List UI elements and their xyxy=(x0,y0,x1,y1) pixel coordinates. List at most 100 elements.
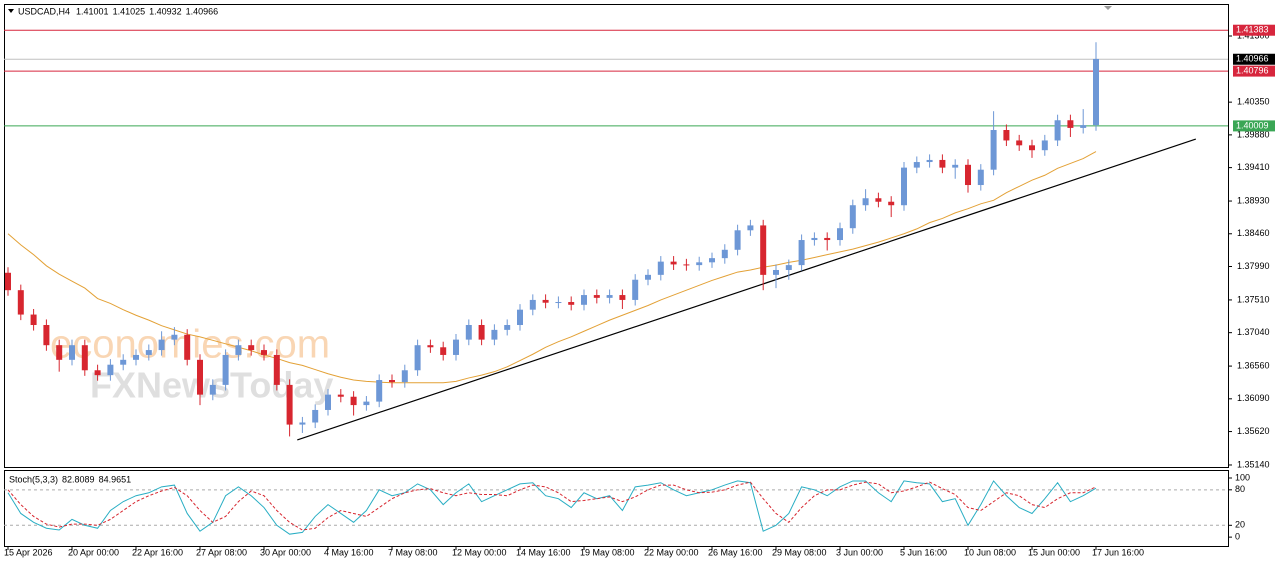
candle-body xyxy=(696,262,703,266)
candle-body xyxy=(478,325,485,340)
x-tick-label: 19 May 08:00 xyxy=(580,547,635,557)
candle-body xyxy=(350,396,357,406)
candle-body xyxy=(952,164,959,168)
candle-body xyxy=(1054,120,1061,141)
candle-body xyxy=(581,295,587,305)
x-tick-label: 30 Apr 00:00 xyxy=(260,547,311,557)
x-tick-label: 17 Jun 16:00 xyxy=(1092,547,1144,557)
y-tick-label: 1.37510 xyxy=(1237,294,1270,304)
candle-body xyxy=(811,237,818,241)
header-value: 1.40932 xyxy=(149,6,182,16)
candle-body xyxy=(1093,58,1099,126)
candle-body xyxy=(69,345,75,360)
y-tick-label: 1.35620 xyxy=(1237,426,1270,436)
candle-body xyxy=(56,345,63,360)
y-tick-label: 0 xyxy=(1235,532,1240,542)
x-tick-label: 27 Apr 08:00 xyxy=(196,547,247,557)
candle-body xyxy=(555,302,562,304)
candle-body xyxy=(222,354,229,385)
x-tick-label: 22 Apr 16:00 xyxy=(132,547,183,557)
y-tick-label: 1.37990 xyxy=(1237,261,1270,271)
candle-body xyxy=(453,339,459,355)
x-tick-label: 5 Jun 16:00 xyxy=(900,547,947,557)
candle-body xyxy=(888,201,895,206)
candle-body xyxy=(529,299,536,310)
candle-body xyxy=(235,345,242,355)
candle-body xyxy=(977,169,984,186)
main-frame xyxy=(4,4,1229,468)
x-tick-label: 15 Apr 2026 xyxy=(4,547,53,557)
candle-body xyxy=(901,167,907,206)
candle-body xyxy=(837,228,843,241)
candle-body xyxy=(43,325,50,346)
moving-average xyxy=(7,151,1097,384)
candle-body xyxy=(299,422,306,425)
x-tick-label: 7 May 08:00 xyxy=(388,547,438,557)
candle-body xyxy=(593,295,600,298)
y-tick-label: 1.35140 xyxy=(1237,459,1270,469)
y-tick-label: 1.40350 xyxy=(1237,97,1270,107)
candle-body xyxy=(17,290,24,315)
candle-body xyxy=(619,295,626,300)
stoch-frame xyxy=(4,470,1229,547)
x-tick-label: 10 Jun 08:00 xyxy=(964,547,1016,557)
trendline xyxy=(297,138,1197,441)
y-tick-label: 100 xyxy=(1235,472,1250,482)
y-tick-label: 1.36090 xyxy=(1237,393,1270,403)
candle-body xyxy=(517,309,523,326)
candle-body xyxy=(325,394,331,410)
x-tick-label: 20 Apr 00:00 xyxy=(68,547,119,557)
candle-body xyxy=(1016,140,1023,146)
candle-body xyxy=(632,279,639,300)
candle-body xyxy=(440,347,447,355)
candle-body xyxy=(184,334,191,360)
level-label-box xyxy=(1233,65,1275,77)
candle-body xyxy=(990,130,997,170)
x-tick-label: 22 May 00:00 xyxy=(644,547,699,557)
candle-body xyxy=(133,354,139,360)
y-tick-label: 1.36560 xyxy=(1237,360,1270,370)
candle-body xyxy=(709,258,715,263)
candle-body xyxy=(209,384,216,395)
x-tick-label: 3 Jun 00:00 xyxy=(836,547,883,557)
candle-body xyxy=(849,205,856,229)
candle-body xyxy=(171,334,178,340)
x-tick-label: 15 Jun 00:00 xyxy=(1028,547,1080,557)
candle-body xyxy=(645,274,651,280)
candle-body xyxy=(1067,120,1074,128)
stoch-value: 82.8089 xyxy=(62,474,95,484)
candle-body xyxy=(965,164,971,186)
candle-body xyxy=(94,370,101,376)
candle-body xyxy=(875,198,882,202)
candle-body xyxy=(683,264,690,266)
x-tick-label: 26 May 16:00 xyxy=(708,547,763,557)
header-value: 1.41001 xyxy=(76,6,109,16)
candle-body xyxy=(785,265,792,270)
x-tick-label: 14 May 16:00 xyxy=(516,547,571,557)
candle-body xyxy=(862,198,869,206)
x-tick-label: 29 May 08:00 xyxy=(772,547,827,557)
menu-arrow[interactable] xyxy=(8,9,14,13)
header-value: 1.40966 xyxy=(186,6,219,16)
candle-body xyxy=(747,225,754,231)
candle-body xyxy=(273,354,280,385)
x-tick-label: 4 May 16:00 xyxy=(324,547,374,557)
y-tick-label: 1.39880 xyxy=(1237,129,1270,139)
candle-body xyxy=(145,350,152,355)
candle-body xyxy=(414,345,421,371)
level-label: 1.40796 xyxy=(1236,65,1269,75)
y-tick-label: 1.39410 xyxy=(1237,162,1270,172)
level-label: 1.40009 xyxy=(1236,120,1269,130)
y-tick-label: 1.38460 xyxy=(1237,228,1270,238)
candle-body xyxy=(427,345,434,348)
candle-body xyxy=(197,359,203,395)
candle-body xyxy=(120,359,127,365)
shift-marker xyxy=(1104,6,1112,10)
candle-body xyxy=(568,302,575,305)
candle-body xyxy=(913,162,920,168)
candle-body xyxy=(376,380,383,402)
candle-body xyxy=(491,329,498,340)
candle-body xyxy=(721,249,728,259)
